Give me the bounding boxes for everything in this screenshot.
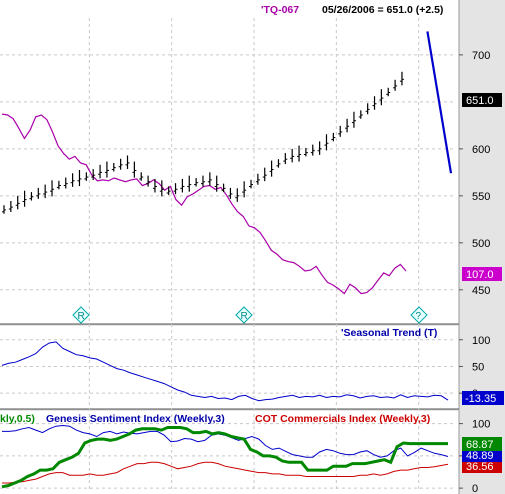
cycle-marker: R <box>235 306 253 324</box>
price-last-badge-bg <box>462 93 502 107</box>
y-tick-label: 50 <box>472 361 484 373</box>
seasonal-trend-title: 'Seasonal Trend (T) <box>341 327 437 339</box>
red-last-badge-bg <box>462 459 502 473</box>
trend-last-badge-bg <box>462 391 504 405</box>
price-series <box>2 71 404 214</box>
cycle-marker-label: R <box>241 311 248 322</box>
cot-title: COT Commercials Index (Weekly,3) <box>255 413 430 425</box>
seasonal-series <box>1 113 407 295</box>
y-tick-label: 600 <box>472 144 490 156</box>
sentiment-title-mid: Genesis Sentiment Index (Weekly,3) <box>46 413 225 425</box>
trend-line-segment <box>426 31 453 174</box>
seasonal-trend-line <box>1 341 449 402</box>
y-tick-labels: 450500550600700100500100500 <box>459 50 490 494</box>
cycle-marker-label: R <box>78 311 85 322</box>
cycle-marker: ? <box>410 306 428 324</box>
genesis-sentiment-line <box>2 424 449 458</box>
right-scale-bg <box>459 0 505 494</box>
trend-line <box>426 31 453 174</box>
cycle-marker-shape <box>235 306 253 324</box>
seasonal-last-badge-bg <box>462 267 502 281</box>
chart-quote: 05/26/2006 = 651.0 (+2.5) <box>322 4 443 16</box>
blue-last-badge: 48.89 <box>466 450 494 462</box>
seasonal-line <box>1 113 407 295</box>
green-last-badge-bg <box>462 437 502 451</box>
y-tick-label: 0 <box>472 483 478 494</box>
y-tick-label: 450 <box>472 285 490 297</box>
y-tick-label: 100 <box>472 419 490 431</box>
green-last-badge: 68.87 <box>466 439 494 451</box>
grid-lines <box>0 18 456 492</box>
cycle-marker-shape <box>410 306 428 324</box>
red-last-badge: 36.56 <box>466 461 494 473</box>
y-tick-label: 500 <box>472 238 490 250</box>
price-last-badge: 651.0 <box>466 95 494 107</box>
trend-last-badge: -13.35 <box>465 393 496 405</box>
seasonal-trend-series <box>1 341 449 402</box>
cycle-marker: R <box>72 306 90 324</box>
cycle-markers: R R? <box>72 306 428 324</box>
chart-symbol: 'TQ-067 <box>261 4 299 16</box>
cot-commercials-line <box>2 461 449 484</box>
cycle-marker-shape <box>72 306 90 324</box>
blue-last-badge-bg <box>462 448 502 462</box>
y-tick-label: 550 <box>472 191 490 203</box>
cycle-marker-label: ? <box>416 311 422 322</box>
sentiment-series <box>1 424 449 489</box>
y-tick-label: 100 <box>472 335 490 347</box>
sentiment-title-left: kly,0.5) <box>0 413 35 425</box>
green-index-line <box>1 426 448 489</box>
seasonal-last-badge: 107.0 <box>466 269 494 281</box>
y-tick-label: 700 <box>472 50 490 62</box>
